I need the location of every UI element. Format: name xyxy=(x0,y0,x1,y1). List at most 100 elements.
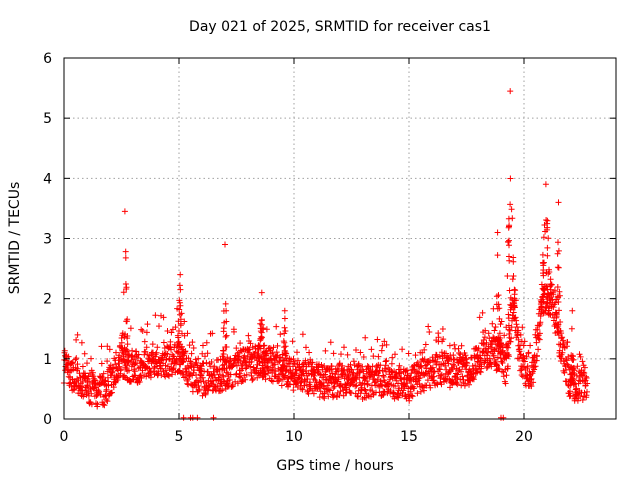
data-point xyxy=(501,332,508,339)
data-point xyxy=(250,376,256,382)
data-point xyxy=(199,374,206,381)
data-point xyxy=(110,384,117,391)
data-point xyxy=(559,349,566,356)
data-point xyxy=(400,387,407,394)
data-point xyxy=(405,350,412,357)
data-point xyxy=(454,381,461,388)
data-point xyxy=(104,358,111,365)
data-point xyxy=(141,338,148,345)
data-point xyxy=(166,356,173,363)
data-point xyxy=(517,351,524,358)
data-point xyxy=(220,373,227,380)
data-point xyxy=(580,369,587,376)
data-point xyxy=(162,367,169,374)
data-point xyxy=(583,392,590,399)
data-point xyxy=(507,306,514,313)
data-point xyxy=(123,346,130,353)
data-point xyxy=(274,342,281,349)
data-point xyxy=(536,336,543,343)
data-point xyxy=(571,371,578,378)
data-point xyxy=(576,351,583,358)
data-point xyxy=(462,380,469,387)
data-point xyxy=(434,358,441,365)
data-point xyxy=(414,390,421,397)
data-point xyxy=(299,386,306,393)
x-tick-label: 15 xyxy=(400,429,418,445)
data-point xyxy=(143,344,150,351)
data-point xyxy=(579,358,586,365)
data-point xyxy=(355,362,362,369)
data-point xyxy=(490,352,497,359)
data-point xyxy=(220,325,227,332)
data-point xyxy=(281,347,288,354)
data-point xyxy=(505,311,512,318)
data-point xyxy=(530,379,537,386)
data-point xyxy=(209,330,216,337)
data-point xyxy=(504,363,511,370)
data-point xyxy=(74,365,81,372)
data-point xyxy=(544,283,551,290)
data-point xyxy=(88,390,95,397)
data-point xyxy=(210,414,217,421)
data-point xyxy=(152,312,159,319)
data-point xyxy=(183,366,190,372)
data-point xyxy=(422,341,429,348)
data-point xyxy=(177,320,184,327)
data-point xyxy=(122,248,129,255)
data-point xyxy=(365,392,372,399)
data-point xyxy=(557,319,564,325)
data-point xyxy=(241,372,248,379)
data-point xyxy=(277,331,284,338)
data-point xyxy=(554,250,561,257)
data-point xyxy=(154,344,161,351)
data-point xyxy=(258,316,265,323)
data-point xyxy=(180,414,187,421)
data-point xyxy=(541,222,548,228)
data-point xyxy=(238,378,245,385)
data-point xyxy=(489,320,496,327)
data-point xyxy=(506,253,512,260)
data-point xyxy=(508,335,515,342)
data-point xyxy=(438,371,445,378)
data-point xyxy=(286,361,293,367)
data-point xyxy=(392,351,398,358)
data-point xyxy=(177,311,183,318)
data-point xyxy=(84,360,90,367)
data-point xyxy=(482,327,489,334)
data-point xyxy=(417,388,424,395)
data-point xyxy=(262,376,269,383)
data-point xyxy=(169,371,176,378)
data-point xyxy=(217,388,224,394)
data-point xyxy=(375,353,382,360)
data-point xyxy=(537,304,544,311)
data-point xyxy=(436,365,443,372)
data-point xyxy=(118,366,124,373)
data-point xyxy=(282,328,289,334)
data-point xyxy=(68,360,75,367)
data-point xyxy=(494,229,501,236)
data-point xyxy=(478,363,485,370)
data-point xyxy=(486,355,493,362)
data-point xyxy=(96,388,103,395)
data-point xyxy=(546,310,553,317)
data-point xyxy=(185,376,191,383)
data-point xyxy=(436,366,443,373)
data-point xyxy=(247,340,254,347)
data-point xyxy=(491,335,498,342)
data-point xyxy=(470,376,477,383)
data-point xyxy=(258,335,264,342)
data-point xyxy=(555,264,562,271)
data-point xyxy=(243,371,250,378)
data-point xyxy=(506,223,512,230)
data-point xyxy=(414,359,421,366)
data-point xyxy=(497,349,504,356)
data-point xyxy=(200,342,206,349)
data-point xyxy=(98,360,105,367)
data-point xyxy=(344,351,351,358)
data-point xyxy=(222,241,228,248)
data-point xyxy=(281,315,288,322)
data-point xyxy=(532,363,539,370)
data-point xyxy=(411,385,418,392)
data-point xyxy=(103,386,110,393)
data-point xyxy=(354,393,361,399)
